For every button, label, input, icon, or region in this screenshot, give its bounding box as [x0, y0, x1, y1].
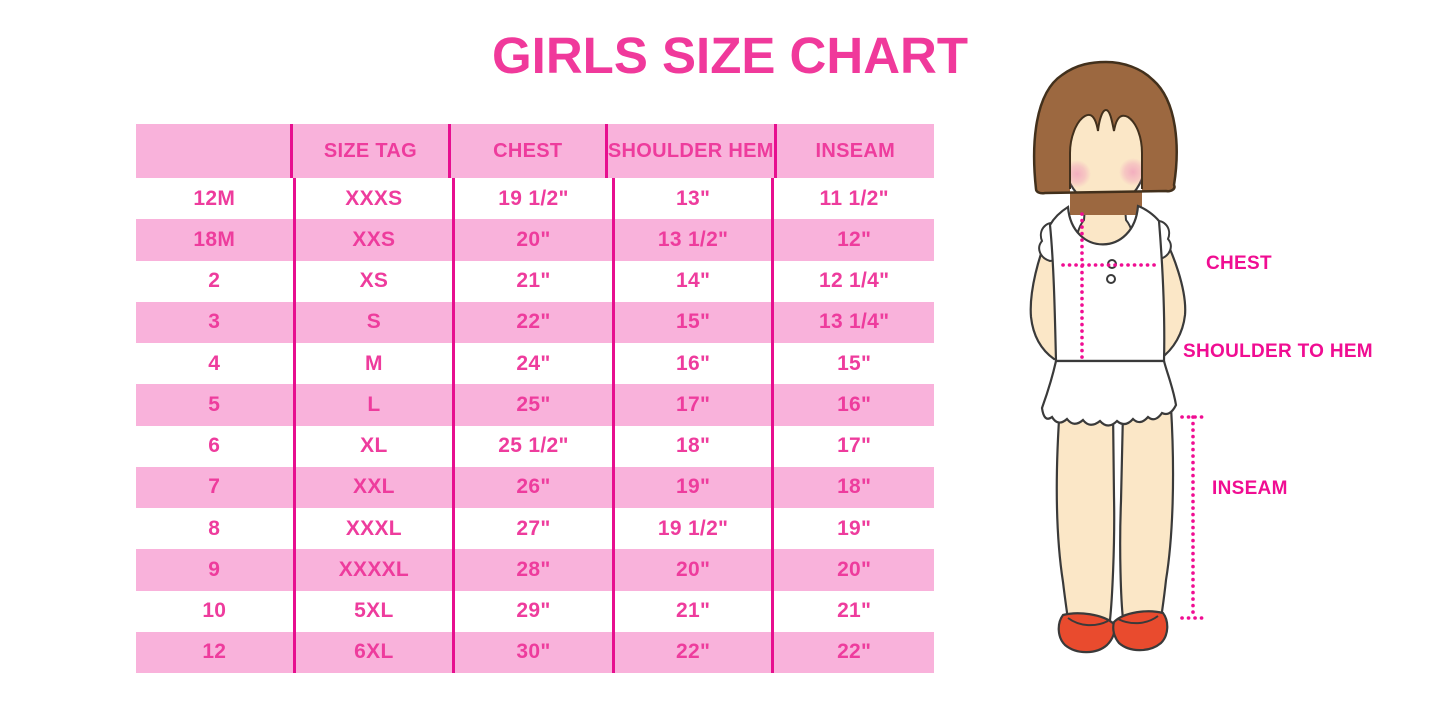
table-cell: 17": [837, 434, 872, 458]
table-cell: XXL: [296, 466, 456, 508]
table-row: 12M XXXS 19 1/2" 13" 11 1/2": [136, 178, 934, 220]
table-cell: XS: [296, 260, 456, 302]
table-cell: 21": [455, 260, 615, 302]
table-cell: 21": [615, 590, 775, 632]
table-cell: 19": [837, 516, 872, 540]
header-cell: INSEAM: [815, 139, 896, 162]
table-cell: 16": [615, 343, 775, 385]
table-cell: 9: [136, 549, 296, 591]
table-cell: 24": [455, 343, 615, 385]
table-header-row: SIZE TAG CHEST SHOULDER HEM INSEAM: [136, 124, 934, 178]
table-row: 7 XXL 26" 19" 18": [136, 466, 934, 508]
header-cell: SHOULDER HEM: [608, 124, 777, 178]
table-cell: 20": [455, 219, 615, 261]
top-button-2: [1106, 274, 1116, 284]
table-cell: 11 1/2": [819, 186, 889, 210]
table-row: 10 5XL 29" 21" 21": [136, 590, 934, 632]
left-leg: [1055, 403, 1116, 622]
table-cell: 20": [837, 557, 872, 581]
chest-label: CHEST: [1206, 253, 1272, 274]
table-cell: 16": [837, 392, 872, 416]
table-row: 12 6XL 30" 22" 22": [136, 631, 934, 673]
table-cell: 13 1/2": [615, 219, 775, 261]
right-shoe-strap: [1117, 615, 1159, 625]
table-cell: 19 1/2": [455, 178, 615, 220]
table-cell: 19 1/2": [615, 508, 775, 550]
skirt: [1040, 359, 1178, 427]
table-cell: 6XL: [296, 631, 456, 673]
table-cell: XXXS: [296, 178, 456, 220]
table-cell: 22": [837, 640, 872, 664]
table-cell: 12M: [136, 178, 296, 220]
table-cell: 3: [136, 301, 296, 343]
table-cell: 12": [837, 227, 872, 251]
left-shoe: [1057, 612, 1116, 654]
table-cell: 13": [615, 178, 775, 220]
table-cell: 25": [455, 384, 615, 426]
table-cell: L: [296, 384, 456, 426]
table-cell: 2: [136, 260, 296, 302]
table-cell: 7: [136, 466, 296, 508]
table-cell: XXS: [296, 219, 456, 261]
right-shoe: [1112, 610, 1169, 652]
table-cell: 25 1/2": [455, 425, 615, 467]
table-row: 6 XL 25 1/2" 18" 17": [136, 425, 934, 467]
table-row: 2 XS 21" 14" 12 1/4": [136, 260, 934, 302]
table-cell: 20": [615, 549, 775, 591]
table-cell: 14": [615, 260, 775, 302]
table-row: 3 S 22" 15" 13 1/4": [136, 301, 934, 343]
table-cell: 12: [136, 631, 296, 673]
girl-figure-illustration: [1029, 60, 1206, 654]
table-cell: 17": [615, 384, 775, 426]
table-cell: 15": [837, 351, 872, 375]
table-cell: 13 1/4": [818, 310, 890, 334]
right-leg: [1119, 405, 1175, 621]
table-cell: 21": [837, 599, 872, 623]
table-cell: 4: [136, 343, 296, 385]
table-cell: 30": [455, 631, 615, 673]
table-row: 8 XXXL 27" 19 1/2" 19": [136, 508, 934, 550]
table-cell: 18": [837, 475, 872, 499]
inseam-label: INSEAM: [1212, 478, 1288, 499]
header-cell: [136, 124, 294, 178]
table-cell: 5: [136, 384, 296, 426]
table-cell: 10: [136, 590, 296, 632]
table-row: 5 L 25" 17" 16": [136, 384, 934, 426]
table-row: 9 XXXXL 28" 20" 20": [136, 549, 934, 591]
page-title: GIRLS SIZE CHART: [492, 27, 969, 84]
table-body: 12M XXXS 19 1/2" 13" 11 1/2" 18M XXS 20" 13 1/2"…: [136, 178, 934, 673]
header-cell: CHEST: [451, 124, 608, 178]
hair-outline: [1032, 60, 1178, 195]
table-cell: 27": [455, 508, 615, 550]
left-shoe-strap: [1067, 617, 1109, 627]
table-cell: 12 1/4": [818, 269, 890, 293]
header-cell: SIZE TAG: [293, 124, 451, 178]
table-row: 18M XXS 20" 13 1/2" 12": [136, 219, 934, 261]
table-cell: XXXXL: [296, 549, 456, 591]
table-cell: 8: [136, 508, 296, 550]
table-cell: 22": [455, 301, 615, 343]
table-cell: 29": [455, 590, 615, 632]
table-cell: XXXL: [296, 508, 456, 550]
table-cell: 22": [615, 631, 775, 673]
top-garment: [1048, 204, 1166, 363]
shoulder-to-hem-label: SHOULDER TO HEM: [1183, 341, 1373, 362]
bangs-edge: [1069, 108, 1143, 189]
table-cell: S: [296, 301, 456, 343]
table-cell: 19": [615, 466, 775, 508]
table-cell: 28": [455, 549, 615, 591]
table-cell: 6: [136, 425, 296, 467]
table-cell: M: [296, 343, 456, 385]
table-cell: XL: [296, 425, 456, 467]
table-cell: 18M: [136, 219, 296, 261]
size-table: SIZE TAG CHEST SHOULDER HEM INSEAM 12M XXXS 1…: [136, 124, 934, 673]
table-row: 4 M 24" 16" 15": [136, 343, 934, 385]
table-cell: 26": [455, 466, 615, 508]
table-cell: 15": [615, 301, 775, 343]
blush-right-cheek: [1119, 158, 1147, 186]
table-cell: 18": [615, 425, 775, 467]
table-cell: 5XL: [296, 590, 456, 632]
